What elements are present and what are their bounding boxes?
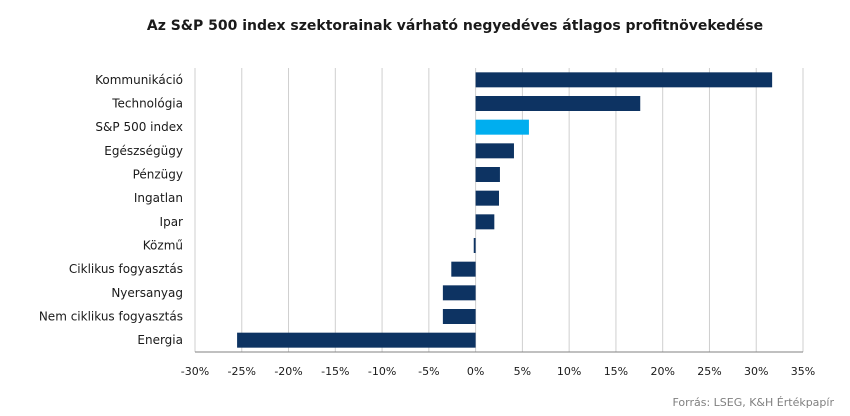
bar xyxy=(475,190,499,206)
bar xyxy=(451,261,476,277)
category-label: Pénzügy xyxy=(133,168,183,182)
source-note: Forrás: LSEG, K&H Értékpapír xyxy=(672,396,834,409)
x-tick-label: -25% xyxy=(228,365,256,378)
x-tick-label: 30% xyxy=(744,365,768,378)
category-label: Energia xyxy=(137,333,183,347)
x-tick-label: -5% xyxy=(418,365,439,378)
x-tick-label: 5% xyxy=(514,365,531,378)
x-tick-label: 25% xyxy=(697,365,721,378)
category-label: Ciklikus fogyasztás xyxy=(69,262,183,276)
category-label: Nem ciklikus fogyasztás xyxy=(39,310,183,324)
bar xyxy=(442,309,476,324)
bar xyxy=(475,214,495,230)
bar xyxy=(237,332,476,348)
bar xyxy=(475,143,514,159)
bar xyxy=(475,72,773,88)
category-label: Kommunikáció xyxy=(95,73,183,87)
category-label: Ingatlan xyxy=(134,191,183,205)
x-tick-label: 0% xyxy=(467,365,484,378)
bar xyxy=(475,96,641,111)
category-label: Nyersanyag xyxy=(111,286,183,300)
category-label: Egészségügy xyxy=(104,144,183,158)
category-label: Technológia xyxy=(111,97,183,111)
x-tick-label: 15% xyxy=(604,365,628,378)
bar xyxy=(442,285,476,301)
x-tick-label: -30% xyxy=(181,365,209,378)
category-label: Ipar xyxy=(160,215,184,229)
x-tick-label: -20% xyxy=(274,365,302,378)
x-tick-label: -15% xyxy=(321,365,349,378)
category-label: S&P 500 index xyxy=(95,120,183,134)
x-tick-label: 10% xyxy=(557,365,581,378)
bar xyxy=(473,238,476,253)
x-tick-label: 35% xyxy=(791,365,815,378)
chart-title: Az S&P 500 index szektorainak várható ne… xyxy=(146,18,764,34)
x-tick-label: 20% xyxy=(650,365,674,378)
category-label: Közmű xyxy=(143,239,183,253)
x-tick-label: -10% xyxy=(368,365,396,378)
bar xyxy=(475,119,529,135)
bar xyxy=(475,167,500,182)
